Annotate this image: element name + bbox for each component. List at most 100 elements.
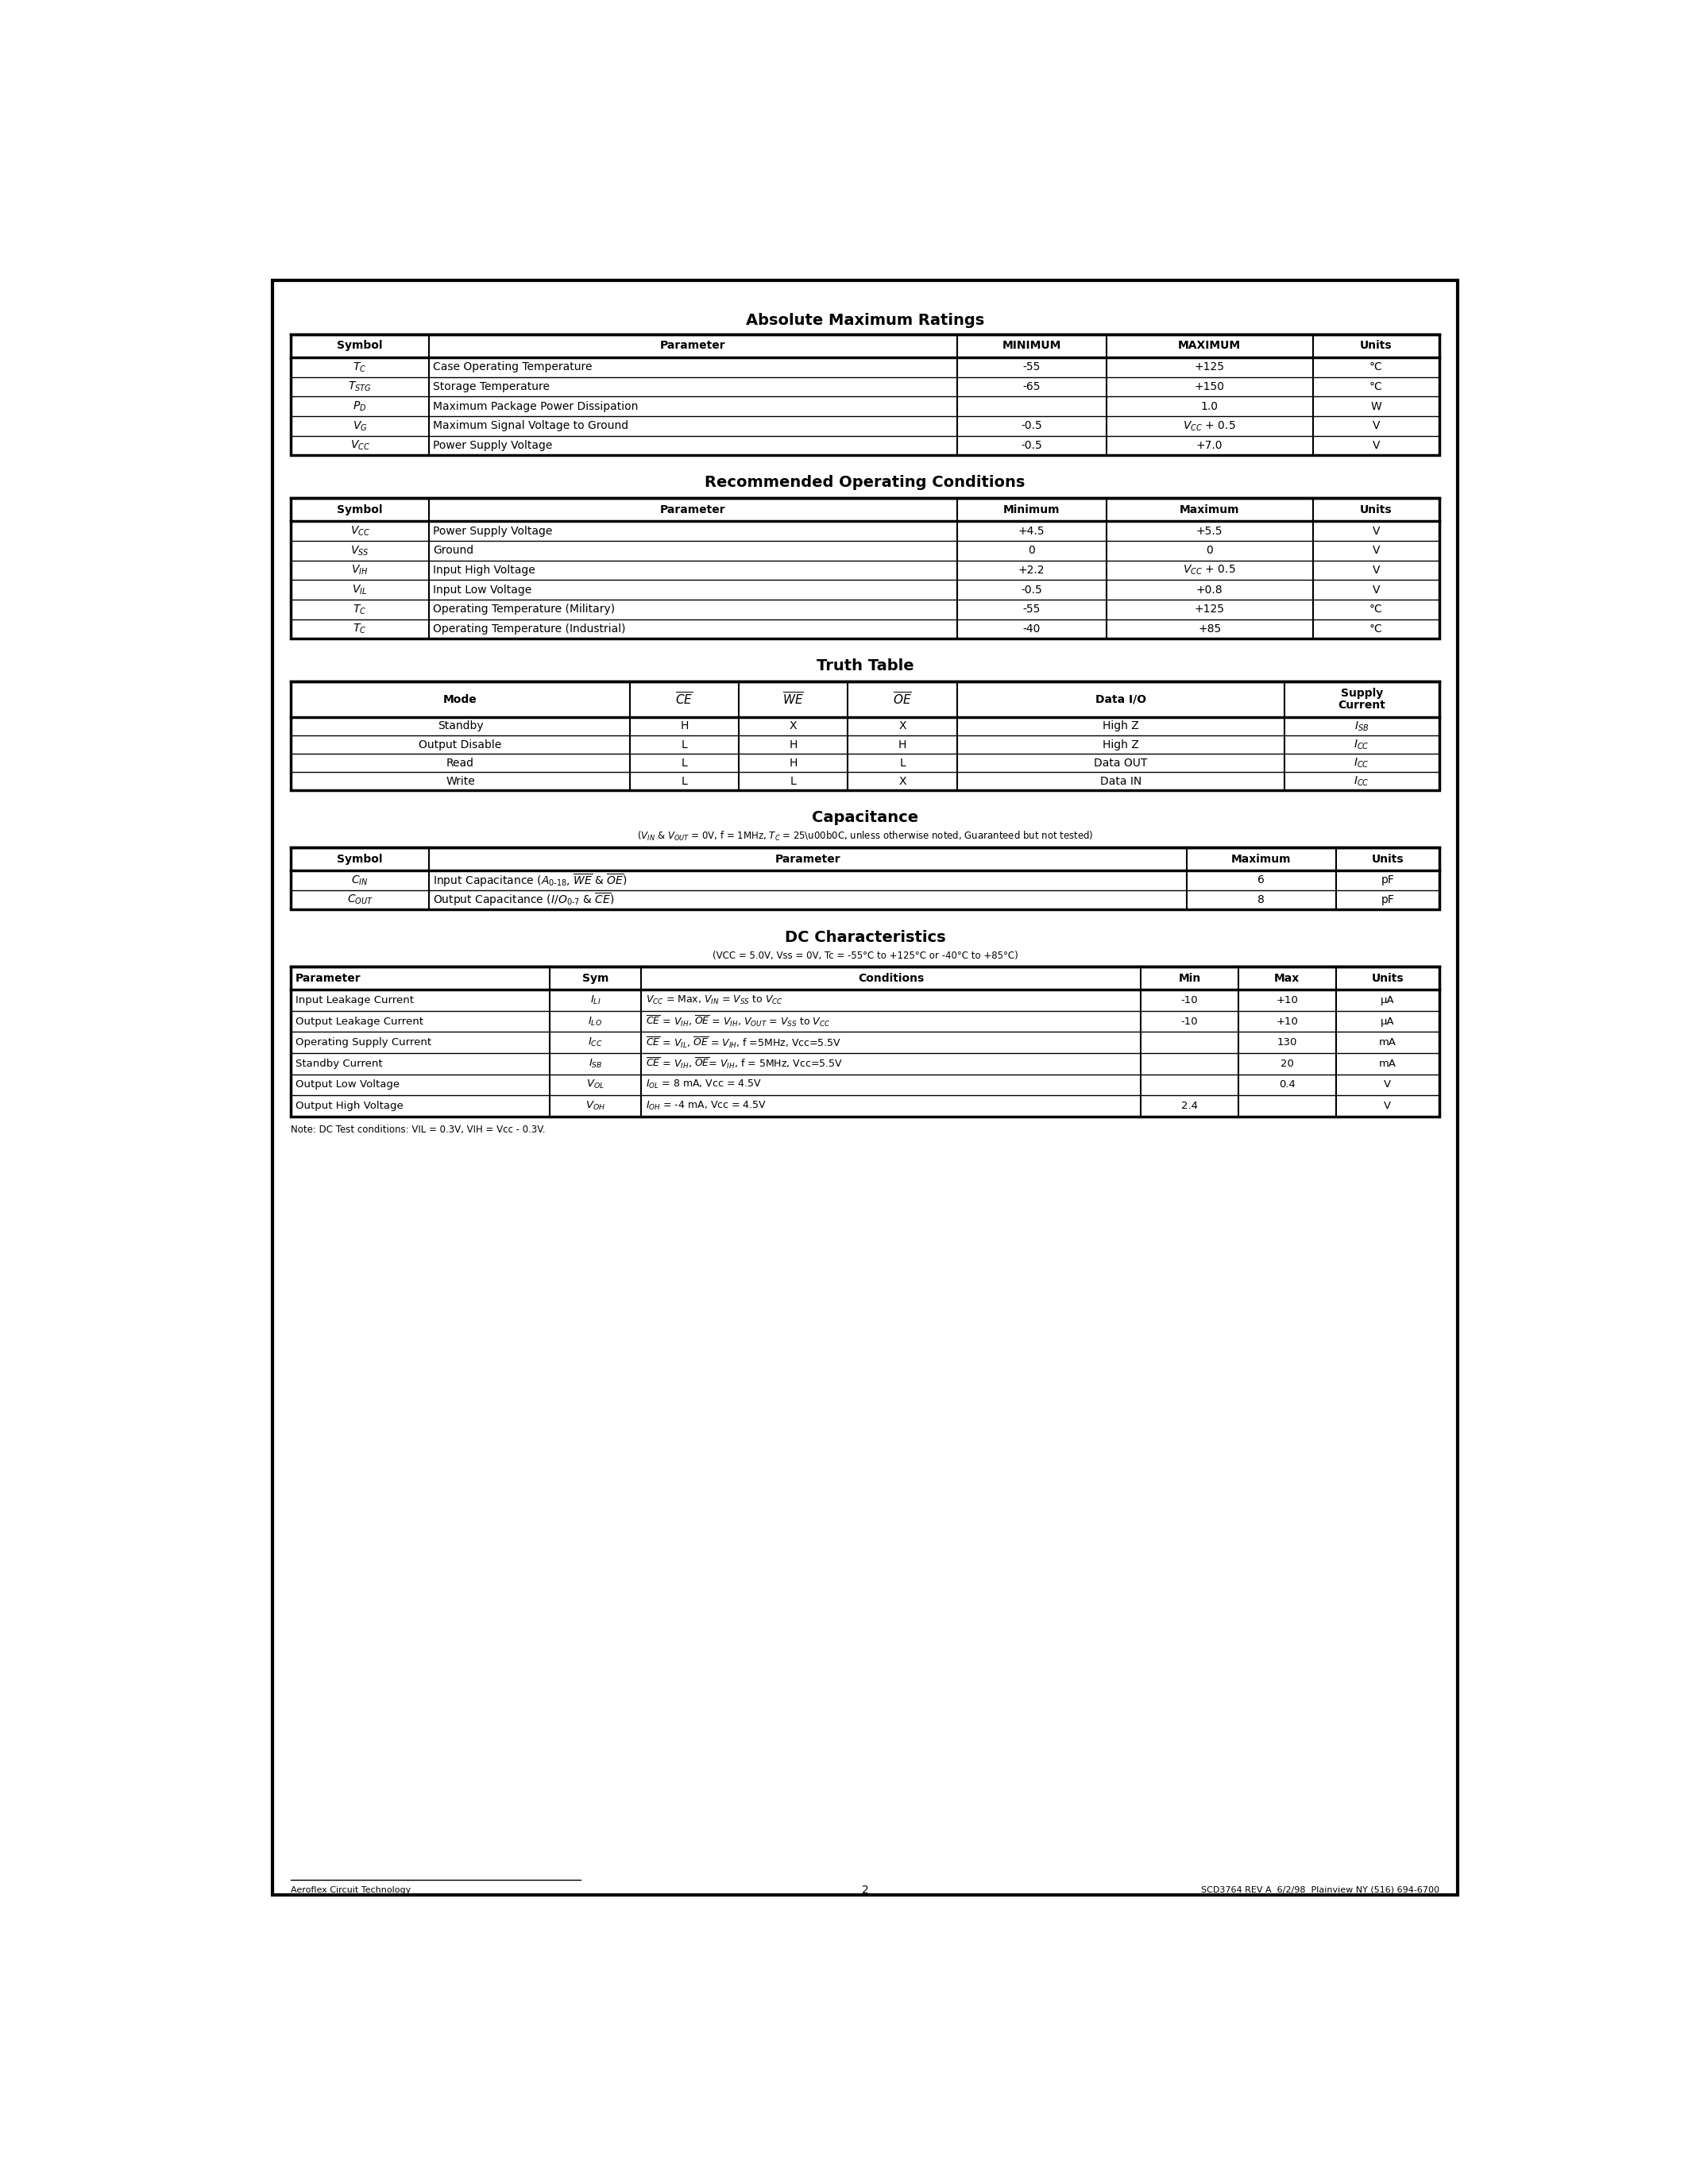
Text: $V_{SS}$: $V_{SS}$ (351, 544, 370, 557)
Text: Case Operating Temperature: Case Operating Temperature (434, 363, 592, 373)
Text: 0: 0 (1028, 546, 1035, 557)
Text: Write: Write (446, 775, 474, 786)
Text: $I_{OH}$ = -4 mA, Vcc = 4.5V: $I_{OH}$ = -4 mA, Vcc = 4.5V (645, 1101, 766, 1112)
Text: 0: 0 (1205, 546, 1214, 557)
Text: 6: 6 (1258, 876, 1264, 887)
Text: H: H (790, 738, 797, 749)
Text: V: V (1372, 566, 1379, 577)
Text: Output High Voltage: Output High Voltage (295, 1101, 403, 1112)
Text: $C_{OUT}$: $C_{OUT}$ (346, 893, 373, 906)
Text: X: X (898, 775, 906, 786)
Text: -0.5: -0.5 (1021, 585, 1041, 596)
Text: -65: -65 (1023, 382, 1040, 393)
Text: Parameter: Parameter (775, 854, 841, 865)
Text: -40: -40 (1023, 622, 1040, 636)
Text: Power Supply Voltage: Power Supply Voltage (434, 439, 552, 452)
Text: μA: μA (1381, 1016, 1394, 1026)
Text: Maximum: Maximum (1180, 505, 1239, 515)
Text: $V_{CC}$ + 0.5: $V_{CC}$ + 0.5 (1183, 563, 1236, 577)
Text: Recommended Operating Conditions: Recommended Operating Conditions (706, 476, 1025, 491)
Text: W: W (1371, 402, 1381, 413)
Text: °C: °C (1369, 382, 1382, 393)
Text: Power Supply Voltage: Power Supply Voltage (434, 526, 552, 537)
Text: +150: +150 (1195, 382, 1224, 393)
Bar (290, 334, 1440, 454)
Text: Symbol: Symbol (338, 505, 383, 515)
Text: μA: μA (1381, 996, 1394, 1005)
Text: mA: mA (1379, 1037, 1396, 1048)
Text: -0.5: -0.5 (1021, 439, 1041, 452)
Text: Read: Read (447, 758, 474, 769)
Text: Parameter: Parameter (660, 341, 726, 352)
Text: Output Capacitance ($I/O_{0\text{-}7}$ & $\overline{CE}$): Output Capacitance ($I/O_{0\text{-}7}$ &… (434, 891, 614, 909)
Text: 1.0: 1.0 (1200, 402, 1219, 413)
Text: 2: 2 (861, 1885, 869, 1896)
Text: Storage Temperature: Storage Temperature (434, 382, 550, 393)
Text: +5.5: +5.5 (1197, 526, 1222, 537)
Text: High Z: High Z (1102, 721, 1139, 732)
Text: Operating Temperature (Industrial): Operating Temperature (Industrial) (434, 622, 626, 636)
Text: Supply: Supply (1340, 688, 1382, 699)
Text: $I_{SB}$: $I_{SB}$ (1354, 721, 1369, 734)
Text: X: X (898, 721, 906, 732)
Text: Minimum: Minimum (1003, 505, 1060, 515)
Text: +10: +10 (1276, 996, 1298, 1005)
Text: Output Leakage Current: Output Leakage Current (295, 1016, 424, 1026)
Text: H: H (898, 738, 906, 749)
Text: Output Low Voltage: Output Low Voltage (295, 1079, 400, 1090)
Text: High Z: High Z (1102, 738, 1139, 749)
Text: MAXIMUM: MAXIMUM (1178, 341, 1241, 352)
Text: °C: °C (1369, 603, 1382, 616)
Text: $I_{LO}$: $I_{LO}$ (587, 1016, 603, 1026)
Text: Sym: Sym (582, 972, 609, 983)
Text: Mode: Mode (444, 695, 478, 705)
Text: V: V (1372, 439, 1379, 452)
Text: Absolute Maximum Ratings: Absolute Maximum Ratings (746, 312, 984, 328)
Text: Units: Units (1371, 972, 1404, 983)
Text: Symbol: Symbol (338, 341, 383, 352)
Bar (290, 498, 1440, 638)
Text: Input Low Voltage: Input Low Voltage (434, 585, 532, 596)
Text: -10: -10 (1182, 1016, 1198, 1026)
Text: $V_{G}$: $V_{G}$ (353, 419, 368, 432)
Text: Units: Units (1371, 854, 1404, 865)
Text: °C: °C (1369, 622, 1382, 636)
Text: $C_{IN}$: $C_{IN}$ (351, 874, 368, 887)
Text: Units: Units (1361, 505, 1393, 515)
Text: Ground: Ground (434, 546, 474, 557)
Text: $\overline{OE}$: $\overline{OE}$ (893, 692, 912, 708)
Text: $I_{LI}$: $I_{LI}$ (589, 994, 601, 1007)
Text: -0.5: -0.5 (1021, 419, 1041, 432)
Text: Note: DC Test conditions: VIL = 0.3V, VIH = Vcc - 0.3V.: Note: DC Test conditions: VIL = 0.3V, VI… (290, 1125, 545, 1136)
Text: $I_{CC}$: $I_{CC}$ (587, 1037, 603, 1048)
Text: +125: +125 (1195, 363, 1224, 373)
Text: Operating Temperature (Military): Operating Temperature (Military) (434, 603, 614, 616)
Text: $\overline{CE}$ = $V_{IH}$, $\overline{OE}$ = $V_{IH}$, $V_{OUT}$ = $V_{SS}$ to : $\overline{CE}$ = $V_{IH}$, $\overline{O… (645, 1013, 830, 1029)
Text: Output Disable: Output Disable (419, 738, 501, 749)
Text: Standby: Standby (437, 721, 483, 732)
Text: Data I/O: Data I/O (1096, 695, 1146, 705)
Text: +85: +85 (1198, 622, 1220, 636)
Text: V: V (1372, 419, 1379, 432)
Text: Truth Table: Truth Table (817, 660, 913, 675)
Text: $\overline{CE}$: $\overline{CE}$ (675, 692, 694, 708)
Text: Parameter: Parameter (295, 972, 361, 983)
Text: 8: 8 (1258, 893, 1264, 906)
Text: $V_{IL}$: $V_{IL}$ (353, 583, 368, 596)
Text: -10: -10 (1182, 996, 1198, 1005)
Text: Aeroflex Circuit Technology: Aeroflex Circuit Technology (290, 1887, 412, 1894)
Text: Operating Supply Current: Operating Supply Current (295, 1037, 430, 1048)
Text: 0.4: 0.4 (1280, 1079, 1295, 1090)
Text: -55: -55 (1023, 363, 1040, 373)
Text: +7.0: +7.0 (1197, 439, 1222, 452)
Text: $V_{CC}$: $V_{CC}$ (349, 524, 370, 537)
Text: Data OUT: Data OUT (1094, 758, 1148, 769)
Text: Capacitance: Capacitance (812, 810, 918, 826)
Text: $T_{C}$: $T_{C}$ (353, 622, 366, 636)
Text: $\overline{CE}$ = $V_{IH}$, $\overline{OE}$= $V_{IH}$, f = 5MHz, Vcc=5.5V: $\overline{CE}$ = $V_{IH}$, $\overline{O… (645, 1057, 842, 1070)
Text: Symbol: Symbol (338, 854, 383, 865)
Text: °C: °C (1369, 363, 1382, 373)
Text: L: L (900, 758, 905, 769)
Text: H: H (790, 758, 797, 769)
Text: V: V (1372, 546, 1379, 557)
